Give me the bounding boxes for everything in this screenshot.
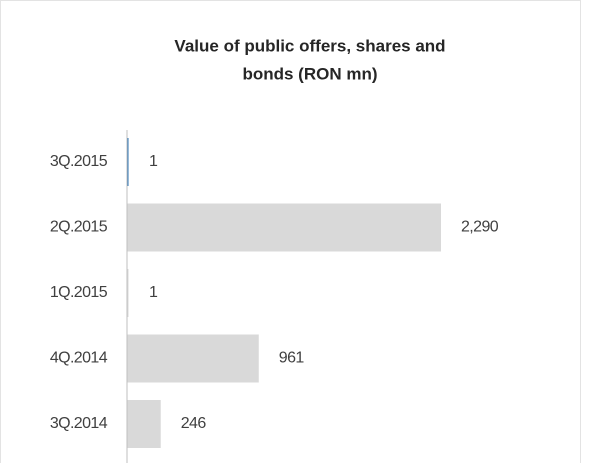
chart-title-line: Value of public offers, shares and — [174, 36, 445, 55]
y-tick-label: 3Q.2015 — [50, 153, 108, 170]
bar — [127, 334, 259, 383]
y-tick-label: 4Q.2014 — [50, 350, 108, 367]
bar — [127, 400, 161, 448]
y-tick-label: 1Q.2015 — [50, 284, 108, 301]
value-label: 961 — [279, 350, 305, 367]
y-tick-label: 3Q.2014 — [50, 415, 108, 432]
value-label: 2,290 — [461, 219, 499, 236]
value-label: 246 — [181, 415, 207, 432]
value-label: 1 — [149, 153, 158, 170]
bar — [127, 269, 129, 317]
value-label: 1 — [149, 284, 158, 301]
bar — [127, 138, 129, 186]
chart-title-line: bonds (RON mn) — [242, 64, 377, 83]
bar — [127, 203, 441, 252]
y-tick-label: 2Q.2015 — [50, 219, 108, 236]
